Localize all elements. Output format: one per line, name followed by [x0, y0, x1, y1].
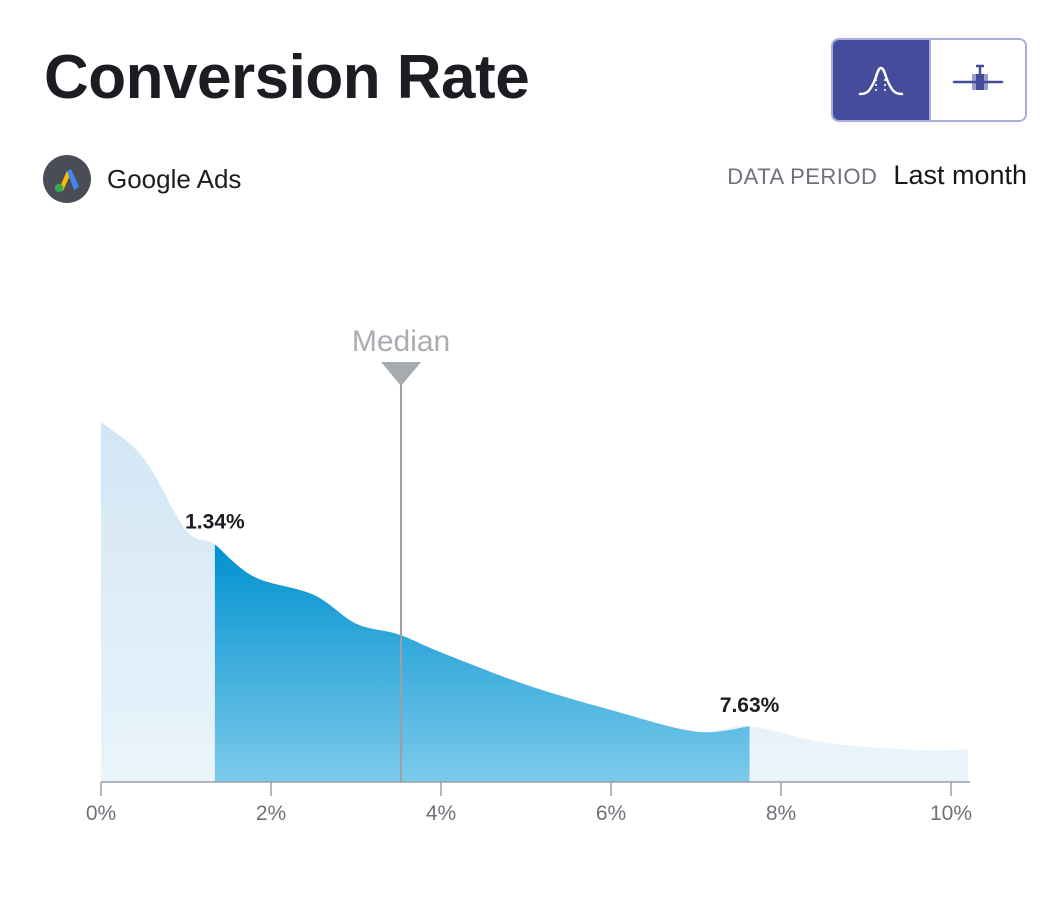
x-tick-label: 10% — [930, 802, 972, 825]
x-tick-label: 0% — [86, 802, 116, 825]
data-source: Google Ads — [43, 154, 241, 204]
data-period-value[interactable]: Last month — [893, 160, 1027, 190]
interquartile-range-area — [214, 544, 750, 782]
x-tick-label: 8% — [766, 802, 796, 825]
range-end-label: 7.63% — [720, 694, 780, 717]
page-title: Conversion Rate — [44, 43, 530, 112]
x-tick-label: 2% — [256, 802, 286, 825]
distribution-curve-icon — [858, 66, 904, 96]
box-plot-view-button[interactable] — [929, 40, 1025, 120]
data-period-label: DATA PERIOD — [727, 164, 878, 189]
view-toggle[interactable] — [831, 38, 1027, 122]
source-name: Google Ads — [107, 163, 242, 194]
distribution-view-button[interactable] — [833, 40, 929, 120]
data-period: DATA PERIOD Last month — [727, 160, 1027, 191]
median-label: Median — [352, 325, 450, 358]
range-start-label: 1.34% — [185, 510, 245, 533]
x-tick-label: 4% — [426, 802, 456, 825]
box-plot-icon — [952, 64, 1004, 90]
median-marker-icon — [381, 362, 422, 386]
google-ads-logo-icon — [43, 155, 91, 203]
x-tick-label: 6% — [596, 802, 626, 825]
